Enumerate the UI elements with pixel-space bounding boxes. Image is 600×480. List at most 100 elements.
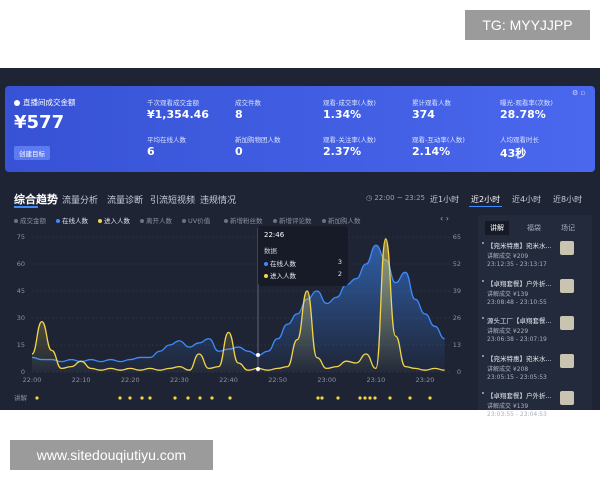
item-title[interactable]: 【宛米特惠】宛米水...	[487, 242, 552, 250]
y-tick-label: 15	[17, 341, 25, 349]
metric-value: 2.37%	[323, 145, 362, 158]
item-bullet	[482, 317, 484, 319]
track-dot	[140, 396, 144, 400]
legend-pager[interactable]: ‹ ›	[440, 214, 449, 223]
legend-item[interactable]: 进入人数	[98, 215, 130, 225]
item-deal: 讲解成交 ¥208	[487, 365, 529, 373]
side-tab[interactable]: 讲解	[485, 221, 509, 235]
y2-tick-label: 26	[453, 314, 461, 322]
metric-label: 观看-关注率(人数)	[323, 136, 376, 144]
item-time: 23:08:48 - 23:10:55	[487, 298, 547, 306]
y-tick-label: 75	[17, 233, 25, 241]
legend-text: 进入人数	[104, 217, 130, 225]
legend-swatch	[140, 219, 144, 223]
track-dot	[210, 396, 214, 400]
track-dot	[320, 396, 324, 400]
tooltip-heading: 数据	[264, 247, 277, 255]
legend-text: 新增粉丝数	[230, 217, 263, 225]
track-label: 讲解	[14, 393, 28, 402]
tab[interactable]: 违规情况	[200, 196, 237, 206]
tooltip-swatch	[264, 274, 268, 278]
item-time: 23:03:55 - 23:04:53	[487, 411, 547, 418]
chart: 0 15 30 45 60 75 0 13 26 39 52 65 22:00 22:10 22:20 22:…	[14, 228, 461, 402]
period-button[interactable]: 近4小时	[512, 195, 542, 204]
legend-text: 离开人数	[146, 217, 172, 225]
time-range: ◷ 22:00 ~ 23:25	[366, 194, 426, 202]
legend-text: 新加购人数	[328, 217, 361, 225]
tab[interactable]: 流量诊断	[107, 196, 144, 206]
tab[interactable]: 综合趋势	[14, 193, 58, 206]
main-label-text: 直播间成交金额	[23, 98, 76, 107]
metric-value: 2.14%	[412, 145, 451, 158]
period-button[interactable]: 近2小时	[469, 193, 503, 207]
track-dot	[118, 396, 122, 400]
item-deal: 讲解成交 ¥229	[487, 328, 529, 335]
track-dot	[336, 396, 340, 400]
legend-swatch	[56, 219, 60, 223]
y2-tick-label: 65	[453, 233, 461, 241]
y2-tick-label: 13	[453, 341, 461, 349]
track-dot	[316, 396, 320, 400]
series-area	[32, 245, 445, 372]
side-tab[interactable]: 福袋	[527, 224, 541, 232]
track-dot	[408, 396, 412, 400]
item-title[interactable]: 【宛米特惠】宛米水...	[487, 354, 552, 363]
tooltip: 22:46 数据 在线人数 3 进入人数 2	[258, 226, 348, 286]
item-bullet	[482, 242, 484, 244]
series-line	[31, 238, 445, 371]
metric-value: 8	[235, 108, 243, 121]
track-dot	[363, 396, 367, 400]
item-time: 23:06:38 - 23:07:19	[487, 336, 547, 343]
y-tick-label: 45	[17, 287, 25, 295]
legend-item[interactable]: 离开人数	[140, 215, 172, 225]
x-tick-label: 23:20	[416, 376, 435, 384]
legend-item[interactable]: 成交金额	[14, 215, 46, 225]
legend-swatch	[273, 219, 277, 223]
period-button[interactable]: 近8小时	[553, 195, 583, 204]
item-title[interactable]: 源头工厂【卓翔套餐...	[487, 317, 552, 325]
legend-item[interactable]: 新增粉丝数	[224, 215, 263, 225]
x-tick-label: 22:10	[72, 376, 91, 384]
period-button[interactable]: 近1小时	[430, 195, 460, 204]
x-tick-label: 23:00	[317, 376, 336, 384]
x-tick-label: 22:20	[121, 376, 140, 384]
track-dot	[128, 396, 132, 400]
hover-dot	[256, 353, 260, 357]
tab[interactable]: 引流短视频	[150, 196, 196, 206]
metric-label: 累计观看人数	[412, 99, 451, 107]
main-value: ¥577	[14, 112, 65, 133]
metric-value: 374	[412, 108, 435, 121]
track-dot	[186, 396, 190, 400]
metric-label: 成交件数	[235, 99, 261, 107]
legend-item[interactable]: UV价值	[182, 215, 210, 225]
y2-tick-label: 39	[453, 287, 461, 295]
x-tick-label: 22:30	[170, 376, 189, 384]
track-dot	[228, 396, 232, 400]
item-deal: 讲解成交 ¥209	[487, 253, 529, 260]
item-bullet	[482, 279, 484, 282]
y-tick-label: 60	[17, 260, 25, 268]
metric-label: 观看-互动率(人数)	[412, 136, 465, 144]
series-line	[31, 244, 445, 363]
legend-item[interactable]: 在线人数	[56, 215, 88, 225]
tooltip-swatch	[264, 262, 268, 266]
side-tab[interactable]: 场记	[561, 224, 575, 232]
legend-text: 在线人数	[62, 217, 88, 225]
legend-item[interactable]: 新加购人数	[322, 215, 361, 225]
track-dot	[373, 396, 377, 400]
y-tick-label: 30	[17, 314, 25, 322]
create-target-button[interactable]: 创建目标	[14, 146, 50, 160]
item-title[interactable]: 【卓翔套餐】户外折...	[487, 279, 552, 288]
legend-text: UV价值	[188, 217, 211, 225]
tab[interactable]: 流量分析	[62, 196, 99, 206]
legend-swatch	[14, 219, 18, 223]
tooltip-name: 进入人数	[270, 272, 296, 280]
item-title[interactable]: 【卓翔套餐】户外折...	[487, 392, 552, 400]
metric-label: 人均观看时长	[500, 136, 539, 144]
legend-item[interactable]: 新增评论数	[273, 215, 312, 225]
legend-text: 成交金额	[20, 217, 46, 225]
main-label: 直播间成交金额	[14, 97, 76, 108]
metric-value: 0	[235, 145, 243, 158]
item-bullet	[482, 354, 484, 357]
